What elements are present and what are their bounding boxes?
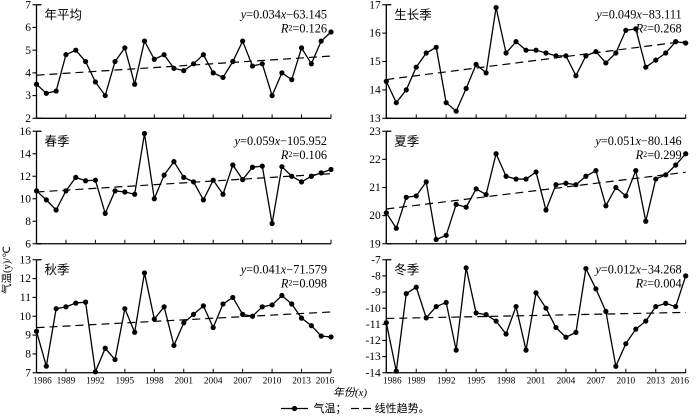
svg-text:y=0.049x−83.111: y=0.049x−83.111	[594, 7, 681, 21]
svg-text:-9: -9	[371, 287, 381, 299]
svg-text:R2=0.299: R2=0.299	[635, 148, 682, 162]
svg-text:生长季: 生长季	[394, 8, 432, 22]
svg-text:2: 2	[25, 113, 31, 125]
svg-text:1986: 1986	[33, 376, 52, 386]
svg-text:1998: 1998	[145, 376, 164, 386]
svg-text:2013: 2013	[646, 376, 665, 386]
svg-text:4: 4	[25, 67, 31, 79]
svg-text:16: 16	[369, 28, 381, 40]
svg-text:R2=0.106: R2=0.106	[280, 148, 327, 162]
svg-text:5: 5	[25, 45, 31, 57]
svg-text:y=0.051x−80.146: y=0.051x−80.146	[593, 134, 681, 148]
svg-text:-12: -12	[365, 335, 381, 347]
svg-text:R2=0.098: R2=0.098	[280, 276, 327, 290]
svg-text:1995: 1995	[116, 376, 135, 386]
svg-text:15: 15	[369, 56, 381, 68]
svg-text:2007: 2007	[587, 376, 606, 386]
svg-text:7: 7	[25, 367, 31, 379]
svg-text:秋季: 秋季	[45, 263, 71, 277]
svg-text:10: 10	[20, 193, 32, 205]
svg-text:6: 6	[25, 238, 31, 250]
svg-text:13: 13	[20, 254, 32, 266]
svg-text:14: 14	[369, 85, 381, 97]
svg-text:20: 20	[369, 210, 381, 222]
svg-text:10: 10	[20, 311, 32, 323]
svg-text:17: 17	[369, 0, 381, 11]
svg-text:冬季: 冬季	[394, 262, 420, 277]
svg-text:13: 13	[369, 113, 381, 125]
svg-text:年平均: 年平均	[45, 8, 83, 22]
svg-text:-13: -13	[365, 351, 381, 363]
svg-text:1998: 1998	[497, 376, 516, 386]
svg-text:2001: 2001	[527, 376, 546, 386]
svg-text:8: 8	[25, 349, 31, 361]
svg-text:-11: -11	[366, 319, 381, 331]
svg-text:2007: 2007	[233, 376, 252, 386]
svg-text:3: 3	[25, 90, 31, 102]
svg-text:R2=0.268: R2=0.268	[635, 21, 682, 35]
svg-text:-14: -14	[365, 367, 381, 379]
svg-text:-10: -10	[365, 303, 381, 315]
svg-text:气温(y)/℃: 气温(y)/℃	[0, 246, 13, 294]
svg-text:y=0.041x−71.579: y=0.041x−71.579	[239, 262, 327, 276]
svg-text:-8: -8	[371, 270, 381, 282]
svg-text:7: 7	[25, 0, 31, 11]
svg-text:8: 8	[25, 216, 31, 228]
svg-text:6: 6	[25, 22, 31, 34]
svg-text:2004: 2004	[204, 376, 223, 386]
svg-text:22: 22	[369, 154, 381, 166]
svg-text:21: 21	[369, 182, 381, 194]
svg-text:R2=0.004: R2=0.004	[635, 276, 682, 290]
svg-text:2010: 2010	[617, 376, 636, 386]
svg-text:1989: 1989	[57, 376, 76, 386]
svg-text:16: 16	[20, 126, 32, 138]
svg-text:y=0.059x−105.952: y=0.059x−105.952	[233, 134, 327, 148]
svg-text:春季: 春季	[45, 134, 71, 148]
svg-text:夏季: 夏季	[394, 134, 420, 148]
svg-text:23: 23	[369, 126, 381, 138]
svg-text:y=0.034x−63.145: y=0.034x−63.145	[239, 7, 327, 21]
svg-text:1995: 1995	[467, 376, 486, 386]
svg-text:R2=0.126: R2=0.126	[280, 21, 327, 35]
svg-text:14: 14	[20, 148, 32, 160]
svg-text:2004: 2004	[557, 376, 576, 386]
svg-text:2016: 2016	[670, 376, 689, 386]
svg-text:1992: 1992	[437, 376, 456, 386]
svg-text:-7: -7	[371, 254, 381, 266]
svg-text:9: 9	[25, 330, 31, 342]
svg-text:19: 19	[369, 238, 381, 250]
svg-text:12: 12	[20, 273, 32, 285]
svg-text:y=0.012x−34.268: y=0.012x−34.268	[593, 262, 681, 276]
svg-text:12: 12	[20, 171, 32, 183]
svg-text:2001: 2001	[174, 376, 193, 386]
svg-text:1992: 1992	[86, 376, 105, 386]
svg-text:11: 11	[20, 292, 31, 304]
svg-text:2010: 2010	[263, 376, 282, 386]
svg-text:1989: 1989	[407, 376, 426, 386]
